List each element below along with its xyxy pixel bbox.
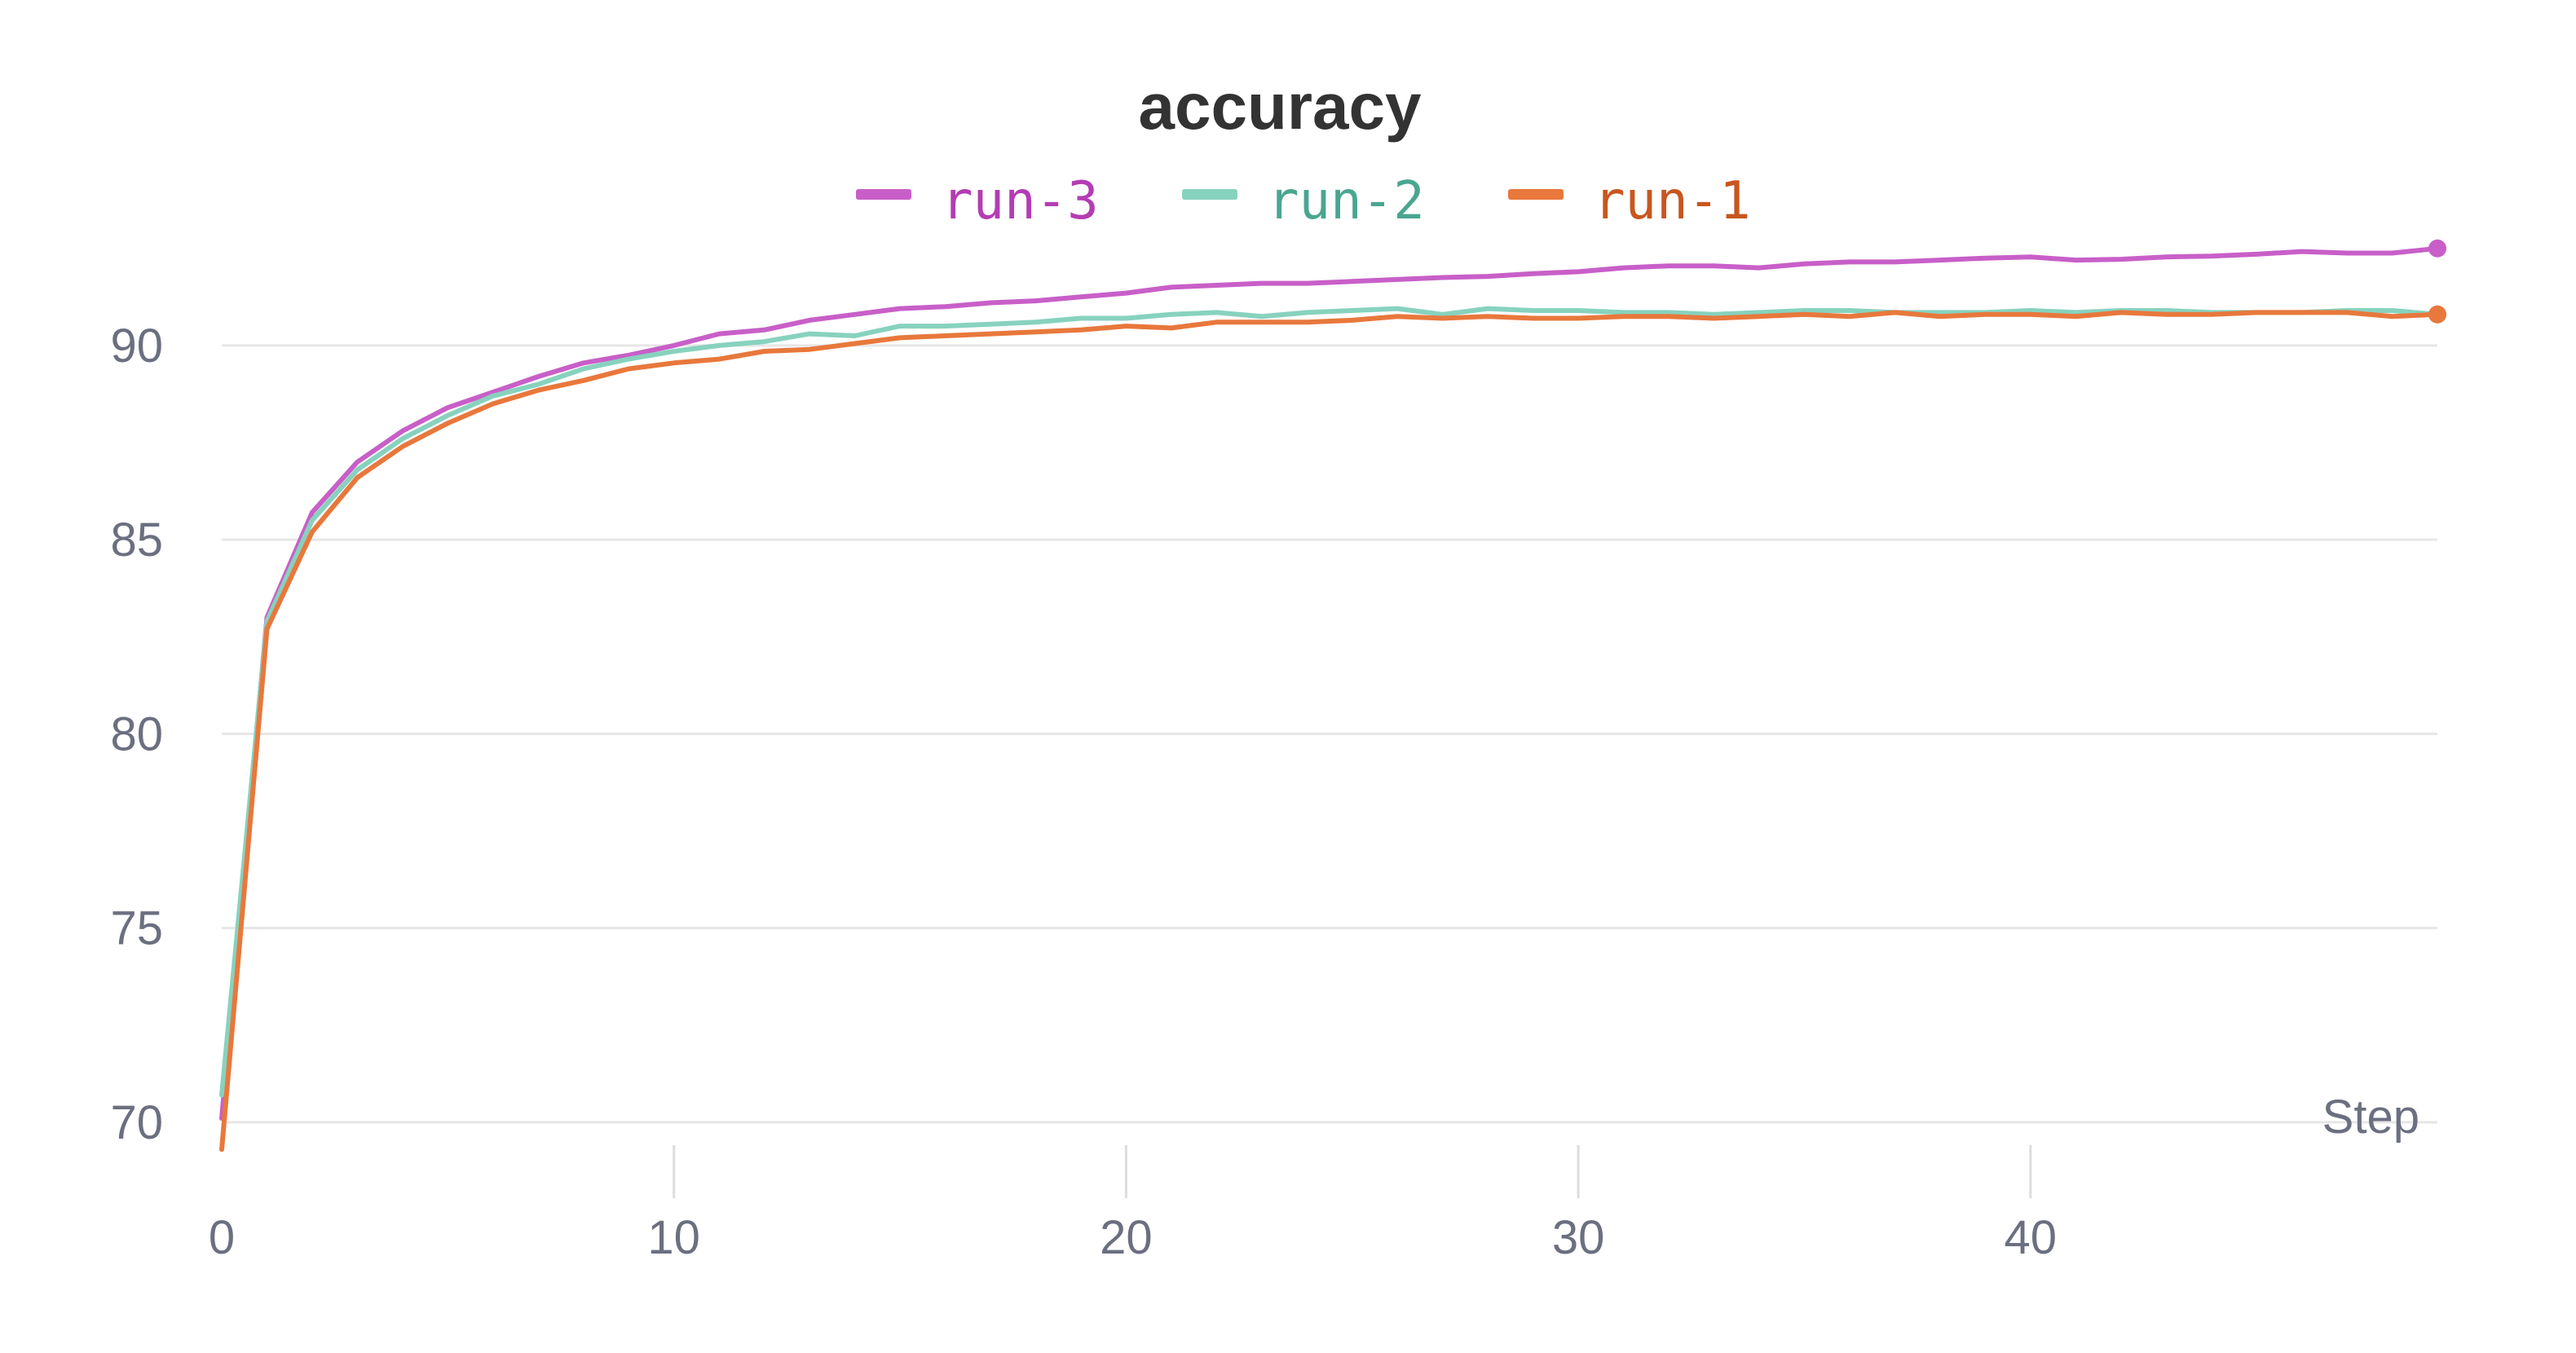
legend-label: run-3 [942, 171, 1099, 231]
legend-swatch [856, 189, 911, 200]
x-tick-label: 30 [1552, 1211, 1605, 1264]
y-tick-label: 85 [110, 513, 163, 566]
legend-label: run-1 [1594, 171, 1751, 231]
x-axis-label: Step [2322, 1091, 2419, 1144]
legend-label: run-2 [1268, 171, 1425, 231]
grid [222, 344, 2437, 1124]
series-end-point-run-3 [2428, 239, 2446, 258]
legend-item-run-3[interactable]: run-3 [856, 171, 1099, 231]
x-tick-label: 20 [1100, 1211, 1153, 1264]
x-tick-label: 10 [647, 1211, 700, 1264]
legend-swatch [1508, 189, 1564, 200]
legend-swatch [1182, 189, 1237, 200]
legend: run-3 run-2 run-1 [856, 171, 1751, 231]
chart-title: accuracy [1139, 70, 1422, 143]
series-line-run-2 [219, 306, 2440, 1098]
y-axis: 70 75 80 85 90 [110, 320, 163, 1149]
x-axis: 0 10 20 30 40 [209, 1145, 2057, 1264]
x-tick-label: 0 [209, 1211, 235, 1264]
series-line-run-3 [219, 245, 2440, 1122]
y-tick-label: 75 [110, 902, 163, 955]
series-line-run-1 [219, 310, 2440, 1152]
legend-item-run-2[interactable]: run-2 [1182, 171, 1425, 231]
series-group [219, 239, 2446, 1152]
y-tick-label: 80 [110, 707, 163, 760]
y-tick-label: 90 [110, 320, 163, 372]
y-tick-label: 70 [110, 1096, 163, 1149]
x-tick-label: 40 [2005, 1211, 2058, 1264]
legend-item-run-1[interactable]: run-1 [1508, 171, 1751, 231]
series-end-point-run-1 [2428, 305, 2446, 324]
